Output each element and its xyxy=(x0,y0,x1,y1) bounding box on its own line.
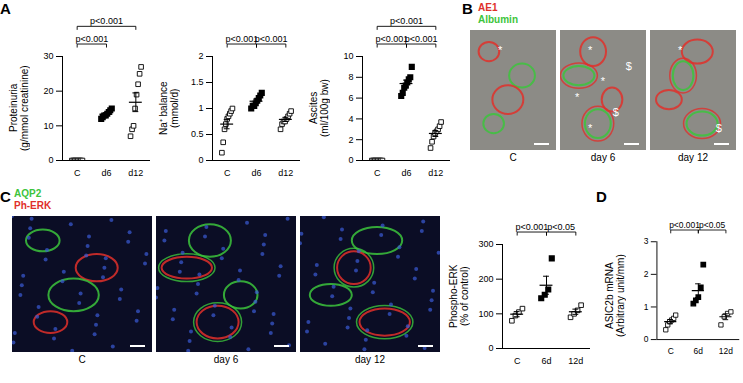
svg-text:p<0.001: p<0.001 xyxy=(75,34,108,44)
html-text:(g/mmol creatinine): (g/mmol creatinine) xyxy=(19,65,30,151)
svg-text:30: 30 xyxy=(43,51,53,61)
svg-text:0: 0 xyxy=(198,155,203,165)
svg-text:*: * xyxy=(575,91,580,103)
svg-text:6d: 6d xyxy=(541,356,551,366)
svg-text:3: 3 xyxy=(644,236,649,246)
html-text:day 6: day 6 xyxy=(590,152,616,163)
html-text:Albumin: Albumin xyxy=(478,14,518,25)
svg-text:*: * xyxy=(588,44,593,56)
svg-text:1: 1 xyxy=(198,103,203,113)
svg-text:300: 300 xyxy=(478,239,493,249)
svg-text:$: $ xyxy=(626,60,632,72)
svg-text:C: C xyxy=(224,168,231,178)
svg-text:6: 6 xyxy=(348,93,353,103)
html-text:Proteinuria: Proteinuria xyxy=(8,83,19,133)
svg-text:p<0.001: p<0.001 xyxy=(669,220,700,230)
svg-text:C: C xyxy=(74,168,81,178)
html-text:D: D xyxy=(596,188,607,205)
html-text:A: A xyxy=(0,0,11,17)
svg-text:2: 2 xyxy=(198,51,203,61)
svg-text:0: 0 xyxy=(488,343,493,353)
svg-text:p<0.001: p<0.001 xyxy=(255,34,288,44)
svg-text:2: 2 xyxy=(644,269,649,279)
svg-text:C: C xyxy=(374,168,381,178)
html-text:Ascites: Ascites xyxy=(308,91,319,125)
html-text:Na⁺ balance: Na⁺ balance xyxy=(158,81,169,135)
svg-text:6d: 6d xyxy=(694,346,704,356)
html-text:(mmol/d): (mmol/d) xyxy=(169,88,180,128)
html-text:day 12: day 12 xyxy=(678,152,708,163)
svg-text:$: $ xyxy=(716,122,722,134)
svg-text:p<0.001: p<0.001 xyxy=(225,34,258,44)
svg-text:10: 10 xyxy=(43,121,53,131)
svg-text:200: 200 xyxy=(478,274,493,284)
svg-text:p<0.001: p<0.001 xyxy=(375,34,408,44)
svg-text:12d: 12d xyxy=(568,356,583,366)
svg-text:0: 0 xyxy=(48,155,53,165)
html-text:C: C xyxy=(78,354,86,365)
svg-text:p<0.05: p<0.05 xyxy=(699,220,725,230)
svg-text:p<0.001: p<0.001 xyxy=(90,16,123,26)
svg-text:4: 4 xyxy=(348,114,353,124)
svg-text:*: * xyxy=(498,44,503,56)
html-text:C AQP2: C AQP2 xyxy=(0,188,42,205)
svg-text:p<0.001: p<0.001 xyxy=(515,222,548,232)
svg-text:12d: 12d xyxy=(719,346,733,356)
svg-text:*: * xyxy=(678,44,683,56)
svg-text:0: 0 xyxy=(644,334,649,344)
svg-text:d6: d6 xyxy=(251,168,261,178)
svg-text:1: 1 xyxy=(644,302,649,312)
svg-text:10: 10 xyxy=(343,51,353,61)
svg-text:d12: d12 xyxy=(128,168,143,178)
svg-text:d6: d6 xyxy=(401,168,411,178)
svg-text:*: * xyxy=(588,122,593,134)
svg-text:d6: d6 xyxy=(101,168,111,178)
html-text:day 12: day 12 xyxy=(355,354,385,365)
html-text:B AE1: B AE1 xyxy=(462,0,498,17)
svg-text:1.5: 1.5 xyxy=(191,77,204,87)
svg-text:C: C xyxy=(514,356,521,366)
html-text:Phospho-ERK: Phospho-ERK xyxy=(448,264,459,328)
svg-text:20: 20 xyxy=(43,86,53,96)
html-text:(ml/100g bw): (ml/100g bw) xyxy=(319,79,330,137)
svg-text:100: 100 xyxy=(478,309,493,319)
svg-text:p<0.05: p<0.05 xyxy=(547,222,575,232)
svg-text:*: * xyxy=(601,75,606,87)
html-text:ASIC2b mRNA: ASIC2b mRNA xyxy=(604,262,615,330)
svg-text:d12: d12 xyxy=(428,168,443,178)
html-text:C: C xyxy=(509,152,517,163)
svg-text:p<0.001: p<0.001 xyxy=(390,16,423,26)
html-text:(Arbitrary unit/mm): (Arbitrary unit/mm) xyxy=(615,254,626,338)
svg-text:d12: d12 xyxy=(278,168,293,178)
html-text:(% of control): (% of control) xyxy=(459,266,470,326)
svg-text:0: 0 xyxy=(348,155,353,165)
svg-text:$: $ xyxy=(613,106,619,118)
svg-text:8: 8 xyxy=(348,72,353,82)
svg-text:0.5: 0.5 xyxy=(191,129,204,139)
html-text:Ph-ERK: Ph-ERK xyxy=(14,200,52,211)
svg-text:2: 2 xyxy=(348,135,353,145)
svg-text:p<0.001: p<0.001 xyxy=(405,34,438,44)
html-text:day 6: day 6 xyxy=(213,354,239,365)
svg-text:C: C xyxy=(668,346,674,356)
